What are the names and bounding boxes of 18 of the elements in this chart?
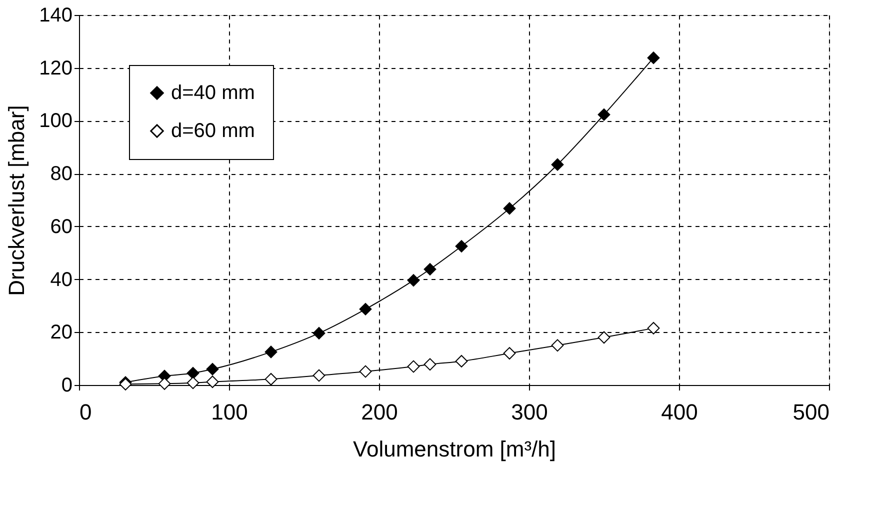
x-tick-label: 0 bbox=[80, 400, 92, 424]
y-tick-label: 120 bbox=[39, 57, 72, 80]
y-tick-label: 100 bbox=[39, 110, 72, 132]
y-tick-label: 0 bbox=[61, 374, 72, 396]
y-tick-label: 80 bbox=[50, 163, 72, 186]
y-tick-label: 140 bbox=[39, 4, 72, 26]
legend-label: d=40 mm bbox=[171, 82, 255, 104]
x-tick-label: 400 bbox=[661, 400, 698, 424]
x-tick-label: 200 bbox=[361, 400, 398, 424]
x-tick-label: 100 bbox=[211, 400, 248, 424]
x-tick-label: 300 bbox=[511, 400, 548, 424]
y-tick-label: 40 bbox=[50, 268, 72, 291]
y-tick-label: 20 bbox=[50, 322, 72, 344]
legend-label: d=60 mm bbox=[171, 120, 255, 142]
y-axis-title: Druckverlust [mbar] bbox=[4, 105, 30, 296]
y-tick-label: 60 bbox=[50, 216, 72, 238]
x-tick-label: 500 bbox=[792, 400, 830, 424]
x-axis-title: Volumenstrom [m³/h] bbox=[353, 436, 556, 462]
